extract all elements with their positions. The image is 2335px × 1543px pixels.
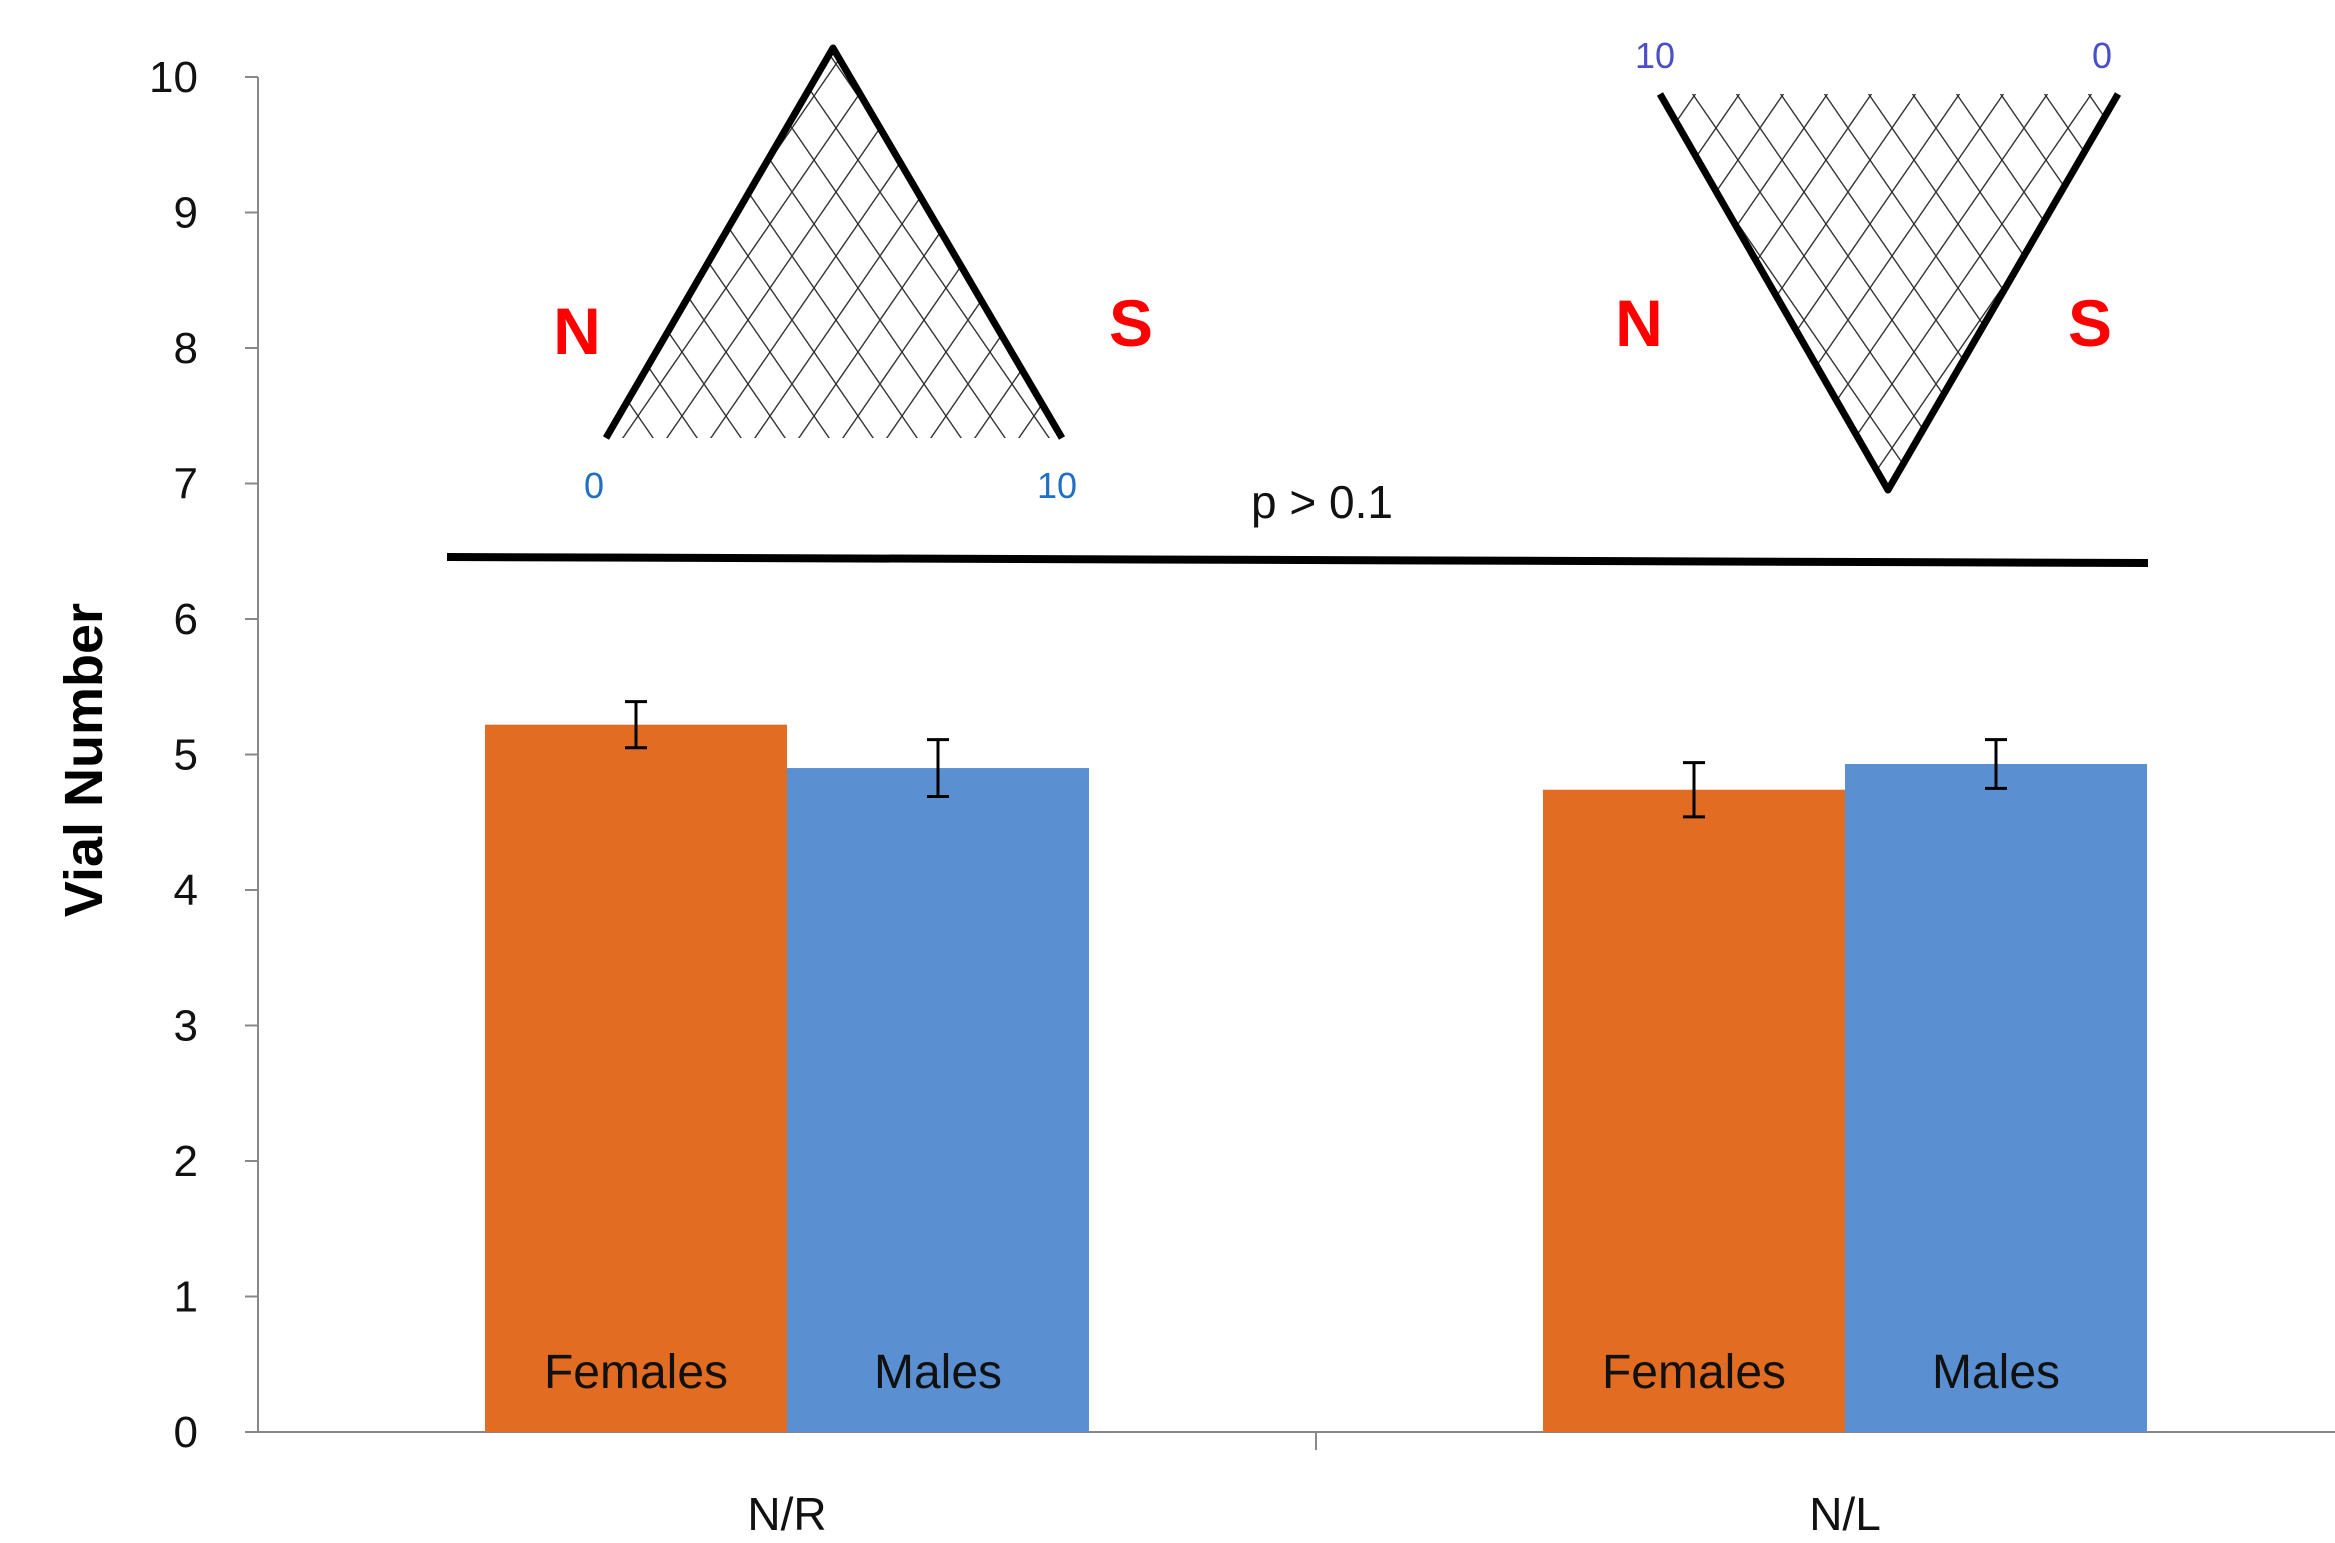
bar-males-1 bbox=[787, 768, 1089, 1432]
bar-females-2 bbox=[1543, 789, 1845, 1432]
y-ticks: 0 1 2 3 4 5 6 7 8 9 10 bbox=[149, 53, 258, 1457]
bar-females-1 bbox=[485, 724, 787, 1432]
error-bar bbox=[625, 700, 647, 750]
bar-males-2 bbox=[1845, 763, 2147, 1432]
bar-label: Males bbox=[1932, 1346, 2060, 1399]
y-tick-label: 6 bbox=[174, 595, 198, 644]
y-tick-label: 9 bbox=[174, 189, 198, 238]
bar-label: Females bbox=[1602, 1346, 1786, 1399]
bar-label: Females bbox=[544, 1346, 728, 1399]
triangle-down-right-letter: S bbox=[2068, 286, 2112, 360]
y-tick-label: 7 bbox=[174, 460, 198, 509]
triangle-down-left-letter: N bbox=[1615, 286, 1663, 360]
triangle-up-right-letter: S bbox=[1109, 286, 1153, 360]
triangle-down-right-number: 0 bbox=[2092, 35, 2112, 76]
y-axis-label: Vial Number bbox=[54, 603, 114, 917]
category-labels: N/R N/L bbox=[747, 1488, 1880, 1540]
category-label: N/L bbox=[1809, 1488, 1881, 1540]
category-label: N/R bbox=[747, 1488, 826, 1540]
error-bar bbox=[1683, 761, 1705, 819]
bars bbox=[485, 724, 2147, 1432]
y-tick-label: 2 bbox=[174, 1137, 198, 1186]
y-tick-label: 1 bbox=[174, 1273, 198, 1322]
triangle-up-right-number: 10 bbox=[1037, 465, 1077, 506]
triangle-down-outline bbox=[1656, 92, 2122, 494]
y-tick-label: 0 bbox=[174, 1408, 198, 1457]
y-tick-label: 4 bbox=[174, 866, 198, 915]
error-bar bbox=[927, 738, 949, 799]
schematic-triangle-down: N S 10 0 bbox=[1615, 35, 2122, 494]
schematic-triangle-up: N S 0 10 bbox=[553, 44, 1153, 506]
triangle-down-left-number: 10 bbox=[1635, 35, 1675, 76]
triangle-up-outline bbox=[602, 44, 1066, 440]
y-tick-label: 8 bbox=[174, 324, 198, 373]
y-tick-label: 5 bbox=[174, 731, 198, 780]
p-value-annotation: p > 0.1 bbox=[1251, 476, 1393, 528]
significance-line bbox=[446, 553, 2149, 567]
triangle-up-left-letter: N bbox=[553, 294, 601, 368]
triangle-up-hatch bbox=[606, 48, 1062, 438]
in-bar-labels: Females Males Females Males bbox=[544, 1346, 2060, 1399]
triangle-down-hatch bbox=[1660, 94, 2118, 490]
bar-label: Males bbox=[874, 1346, 1002, 1399]
error-bars bbox=[625, 700, 2007, 819]
triangle-up-left-number: 0 bbox=[584, 465, 604, 506]
y-tick-label: 10 bbox=[149, 53, 198, 102]
y-tick-label: 3 bbox=[174, 1002, 198, 1051]
error-bar bbox=[1985, 738, 2007, 790]
